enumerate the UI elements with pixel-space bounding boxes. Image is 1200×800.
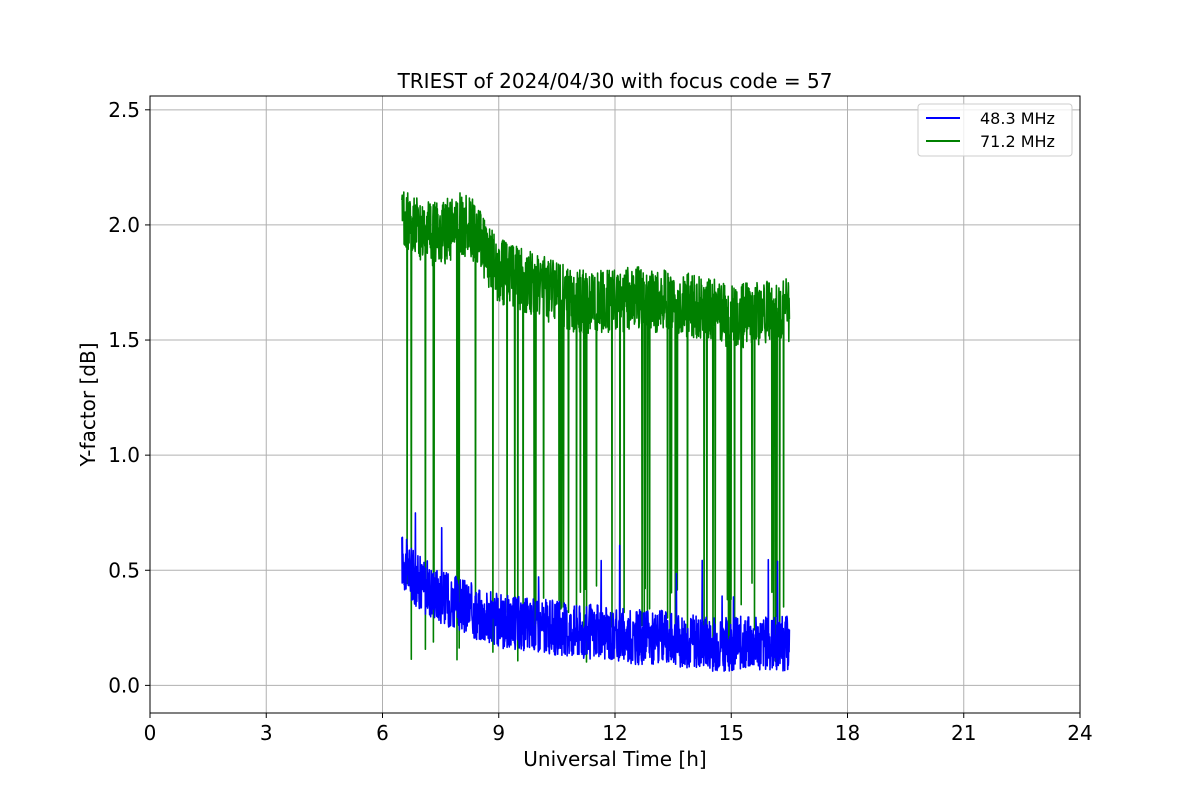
chart-title: TRIEST of 2024/04/30 with focus code = 5… xyxy=(397,69,833,93)
y-tick-label: 2.0 xyxy=(108,213,140,237)
x-tick-label: 12 xyxy=(602,721,627,745)
x-tick-label: 9 xyxy=(492,721,505,745)
x-tick-label: 24 xyxy=(1067,721,1092,745)
legend-label: 71.2 MHz xyxy=(980,132,1055,151)
x-tick-label: 6 xyxy=(376,721,389,745)
x-tick-label: 0 xyxy=(144,721,157,745)
series-layer xyxy=(401,191,791,672)
legend-label: 48.3 MHz xyxy=(980,109,1055,128)
x-tick-label: 21 xyxy=(951,721,976,745)
y-tick-label: 2.5 xyxy=(108,98,140,122)
x-axis-label: Universal Time [h] xyxy=(523,747,706,771)
series-line-1 xyxy=(401,191,791,663)
x-tick-label: 18 xyxy=(835,721,860,745)
x-tick-label: 3 xyxy=(260,721,273,745)
series-line-0 xyxy=(401,512,791,672)
y-tick-label: 1.0 xyxy=(108,443,140,467)
y-tick-label: 0.5 xyxy=(108,558,140,582)
legend: 48.3 MHz 71.2 MHz xyxy=(917,103,1073,157)
x-tick-label: 15 xyxy=(719,721,744,745)
y-axis-label: Y-factor [dB] xyxy=(76,342,100,467)
ticks: 0 3 6 9 12 15 18 21 24 0.0 0.5 1.0 1.5 2.0 2.5 xyxy=(108,98,1093,745)
y-tick-label: 0.0 xyxy=(108,673,140,697)
y-tick-label: 1.5 xyxy=(108,328,140,352)
